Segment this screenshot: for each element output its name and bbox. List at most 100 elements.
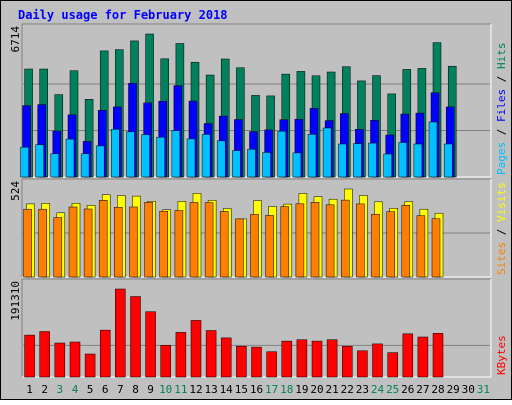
bar-kbytes-day-6 [99,329,111,378]
bar-kbytes-day-25 [387,352,398,378]
ymax-label-panel-1: 6714 [9,26,22,53]
bar-sites-day-13 [204,202,214,278]
bar-pages-day-7 [111,129,120,178]
day-label-19: 19 [295,383,308,396]
legend-separator: / [495,122,508,142]
legend-visits: Visits [495,182,508,222]
day-label-14: 14 [220,383,234,396]
bar-sites-day-8 [129,206,138,278]
legend-pages: Pages [495,142,508,175]
bar-pages-day-12 [186,138,196,178]
bar-sites-day-4 [68,206,78,278]
day-label-1: 1 [26,383,33,396]
bar-sites-day-12 [189,202,199,278]
day-label-10: 10 [159,383,172,396]
bar-kbytes-day-15 [236,345,247,378]
bar-pages-day-16 [247,149,256,178]
legend-sites: Sites [495,242,508,275]
day-label-11: 11 [174,383,187,396]
bar-pages-day-5 [80,153,90,178]
bar-kbytes-day-1 [24,334,35,378]
bar-pages-day-15 [232,150,241,178]
bar-sites-day-7 [114,207,123,278]
day-label-7: 7 [117,383,124,396]
day-label-15: 15 [235,383,248,396]
bar-sites-day-20 [310,202,320,278]
bar-sites-day-16 [250,214,259,278]
bar-pages-day-10 [156,136,165,178]
bar-pages-day-17 [262,152,271,178]
bar-sites-day-19 [295,203,305,278]
day-label-21: 21 [325,383,338,396]
day-label-20: 20 [310,383,323,396]
bar-kbytes-day-4 [69,341,81,378]
bar-pages-day-11 [171,130,181,178]
bar-pages-day-14 [216,140,226,178]
bar-kbytes-day-20 [311,340,323,378]
day-label-26: 26 [401,383,414,396]
bar-kbytes-day-24 [372,343,383,378]
bar-pages-day-9 [141,134,150,178]
day-label-18: 18 [280,383,293,396]
bar-pages-day-2 [35,144,44,178]
day-label-30: 30 [462,383,475,396]
bar-pages-day-13 [201,134,211,178]
bar-sites-day-11 [174,210,184,278]
day-label-29: 29 [447,383,460,396]
day-label-22: 22 [341,383,354,396]
day-label-23: 23 [356,383,369,396]
legend-panel-1: Pages / Files / Hits [495,43,508,176]
bar-pages-day-1 [20,146,29,178]
bar-pages-day-26 [398,142,408,178]
chart-title: Daily usage for February 2018 [18,8,228,22]
legend-hits: Hits [495,43,508,70]
bar-kbytes-day-23 [357,350,368,378]
day-label-4: 4 [72,383,79,396]
bar-pages-day-19 [292,152,302,178]
bar-sites-day-21 [325,204,335,278]
bar-pages-day-27 [413,143,423,178]
day-label-5: 5 [87,383,94,396]
legend-files: Files [495,89,508,122]
bar-pages-day-18 [277,130,287,178]
legend-panel-3: KBytes [495,335,508,375]
bar-sites-day-1 [23,208,32,278]
bar-kbytes-day-3 [54,342,66,378]
bar-kbytes-day-19 [296,339,308,378]
day-label-25: 25 [386,383,399,396]
bar-sites-day-18 [280,206,290,278]
bar-kbytes-day-10 [160,345,171,378]
bar-sites-day-17 [265,215,274,278]
day-label-28: 28 [431,383,444,396]
bar-sites-day-27 [416,215,426,278]
day-label-8: 8 [132,383,139,396]
bar-pages-day-22 [338,143,347,178]
bar-kbytes-day-18 [281,340,293,378]
bar-pages-day-21 [322,127,332,178]
bar-pages-day-4 [65,138,75,178]
bar-kbytes-day-11 [175,332,187,378]
day-label-16: 16 [250,383,263,396]
bar-pages-day-8 [126,131,135,178]
day-label-17: 17 [265,383,278,396]
legend-separator: / [495,69,508,89]
bar-pages-day-28 [428,121,438,178]
bar-sites-day-10 [159,210,168,278]
bar-pages-day-23 [353,143,362,178]
bar-kbytes-day-9 [145,311,156,378]
bar-sites-day-15 [235,218,244,278]
bar-pages-day-3 [50,153,60,178]
day-label-13: 13 [204,383,217,396]
bar-kbytes-day-26 [402,333,414,378]
legend-separator: / [495,222,508,242]
bar-sites-day-25 [386,211,395,278]
ymax-label-panel-2: 524 [9,181,22,201]
bar-kbytes-day-12 [190,320,202,378]
bar-kbytes-day-7 [115,288,126,378]
bar-kbytes-day-2 [39,331,50,378]
bar-pages-day-25 [383,153,392,178]
bar-sites-day-26 [401,205,411,278]
legend-panel-2: Sites / Visits [495,182,508,275]
bar-pages-day-6 [95,145,105,178]
